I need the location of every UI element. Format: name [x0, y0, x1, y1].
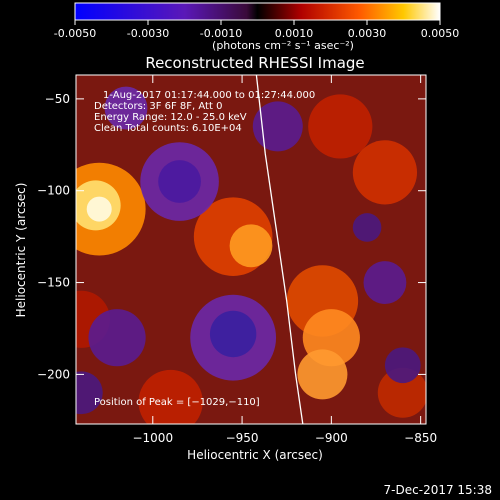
colorbar-tick-label: -0.0030	[127, 27, 169, 40]
heatmap-blob	[308, 94, 373, 159]
heatmap-blob	[88, 309, 146, 367]
heatmap-blob	[158, 160, 201, 203]
heatmap-blob	[104, 86, 148, 130]
heatmap-blob	[297, 349, 348, 400]
heatmap-blob	[86, 196, 112, 222]
info-line: Energy Range: 12.0 - 25.0 keV	[94, 112, 247, 123]
info-block: 1-Aug-2017 01:17:44.000 to 01:27:44.000D…	[94, 90, 315, 134]
x-tick-label: −900	[315, 431, 348, 445]
peak-position-label: Position of Peak = [−1029,−110]	[94, 397, 260, 408]
heatmap-blob	[352, 140, 418, 205]
heatmap-blob	[384, 347, 421, 384]
heatmap-blob	[76, 371, 103, 415]
heatmap-blob	[363, 261, 407, 304]
footer-timestamp: 7-Dec-2017 15:38	[384, 483, 492, 497]
colorbar-tick-label: -0.0050	[54, 27, 96, 40]
plot-frame	[75, 74, 427, 425]
colorbar-bar	[74, 2, 441, 21]
info-line: 1-Aug-2017 01:17:44.000 to 01:27:44.000	[103, 90, 315, 101]
heatmap-blob	[252, 101, 303, 152]
info-line: Detectors: 3F 6F 8F, Att 0	[94, 101, 222, 112]
colorbar-tick-label: 0.0010	[275, 27, 314, 40]
x-axis-ticks: −1000 −950 −900 −850	[132, 75, 437, 445]
chart-title: Reconstructed RHESSI Image	[145, 54, 364, 72]
colorbar-ticks: -0.0050 -0.0030 -0.0010 0.0010 0.0030 0.0050	[54, 20, 459, 40]
y-axis-ticks: −50 −100 −150 −200	[37, 92, 426, 381]
x-tick-label: −850	[404, 431, 437, 445]
x-tick-label: −1000	[132, 431, 173, 445]
colorbar-tick-label: 0.0030	[348, 27, 387, 40]
y-tick-label: −100	[37, 184, 70, 198]
heatmap-blob	[229, 224, 273, 268]
heatmap-blob	[209, 310, 257, 358]
heatmap-blob	[352, 213, 382, 242]
heatmap-blob	[138, 369, 203, 424]
colorbar-tick-label: -0.0010	[200, 27, 242, 40]
info-line: Clean Total counts: 6.10E+04	[94, 123, 242, 134]
heatmap-blobs	[76, 86, 426, 424]
solar-limb-curve	[255, 75, 304, 424]
y-axis-label: Heliocentric Y (arcsec)	[14, 183, 28, 318]
y-tick-label: −150	[37, 276, 70, 290]
colorbar-units: (photons cm⁻² s⁻¹ asec⁻²)	[212, 39, 354, 52]
x-tick-label: −950	[226, 431, 259, 445]
x-axis-label: Heliocentric X (arcsec)	[187, 448, 323, 462]
colorbar-tick-label: 0.0050	[421, 27, 460, 40]
y-tick-label: −50	[45, 92, 70, 106]
heatmap-area	[76, 75, 426, 424]
y-tick-label: −200	[37, 367, 70, 381]
heatmap-blob	[377, 367, 426, 418]
